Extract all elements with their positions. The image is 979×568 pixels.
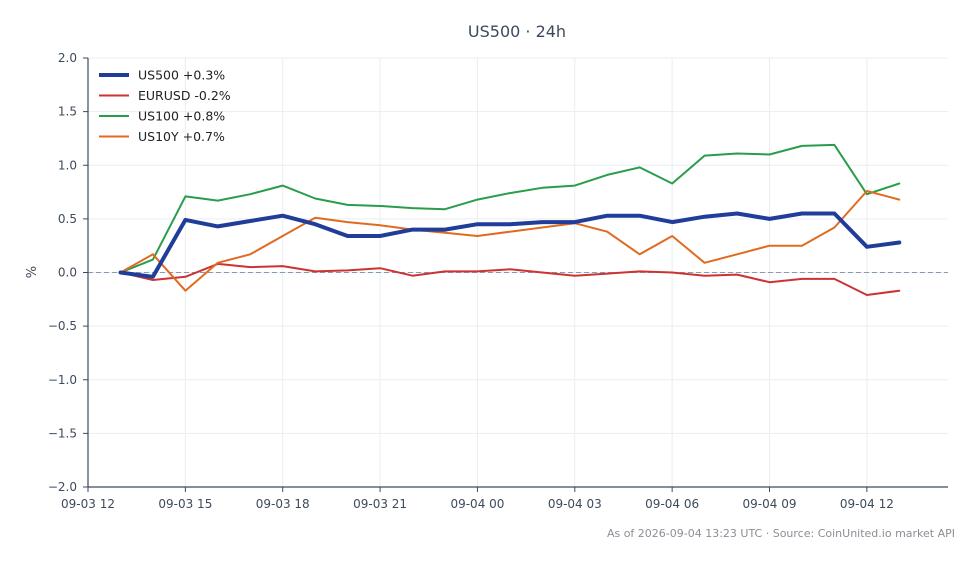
series-lines xyxy=(118,143,902,296)
x-tick-label: 09-04 06 xyxy=(645,497,699,511)
source-footer: As of 2026-09-04 13:23 UTC · Source: Coi… xyxy=(607,527,955,540)
series-line-3 xyxy=(119,190,901,292)
x-tick-label: 09-04 12 xyxy=(840,497,894,511)
y-axis-ticks: 2.0 1.5 1.0 0.5 0.0 −0.5 −1.0 −1.5 −2.0 xyxy=(48,51,88,494)
y-tick-label: 1.0 xyxy=(58,158,77,172)
chart-title: US500 · 24h xyxy=(468,22,566,41)
legend-entry-label[interactable]: US10Y +0.7% xyxy=(138,129,225,144)
y-tick-label: −1.0 xyxy=(48,373,77,387)
x-axis-ticks: 09-03 12 09-03 15 09-03 18 09-03 21 09-04 00… xyxy=(61,487,894,511)
series-line-1 xyxy=(119,262,901,296)
x-tick-label: 09-04 00 xyxy=(450,497,504,511)
x-tick-label: 09-04 09 xyxy=(743,497,797,511)
x-tick-label: 09-03 12 xyxy=(61,497,115,511)
y-tick-label: −1.5 xyxy=(48,426,77,440)
y-tick-label: 0.5 xyxy=(58,212,77,226)
legend-entry-label[interactable]: US500 +0.3% xyxy=(138,68,225,83)
y-axis-label: % xyxy=(25,266,40,278)
x-tick-label: 09-03 21 xyxy=(353,497,407,511)
y-tick-label: 0.0 xyxy=(58,266,77,280)
legend-entry-label[interactable]: US100 +0.8% xyxy=(138,109,225,124)
y-tick-label: 2.0 xyxy=(58,51,77,65)
series-line-0 xyxy=(118,211,902,279)
x-tick-label: 09-03 15 xyxy=(158,497,212,511)
legend-entry-label[interactable]: EURUSD -0.2% xyxy=(138,88,231,103)
series-line-2 xyxy=(119,143,901,274)
x-tick-label: 09-04 03 xyxy=(548,497,602,511)
y-tick-label: −2.0 xyxy=(48,480,77,494)
y-tick-label: 1.5 xyxy=(58,105,77,119)
x-tick-label: 09-03 18 xyxy=(256,497,310,511)
y-tick-label: −0.5 xyxy=(48,319,77,333)
legend[interactable]: US500 +0.3% EURUSD -0.2% US100 +0.8% US10Y … xyxy=(99,68,231,145)
